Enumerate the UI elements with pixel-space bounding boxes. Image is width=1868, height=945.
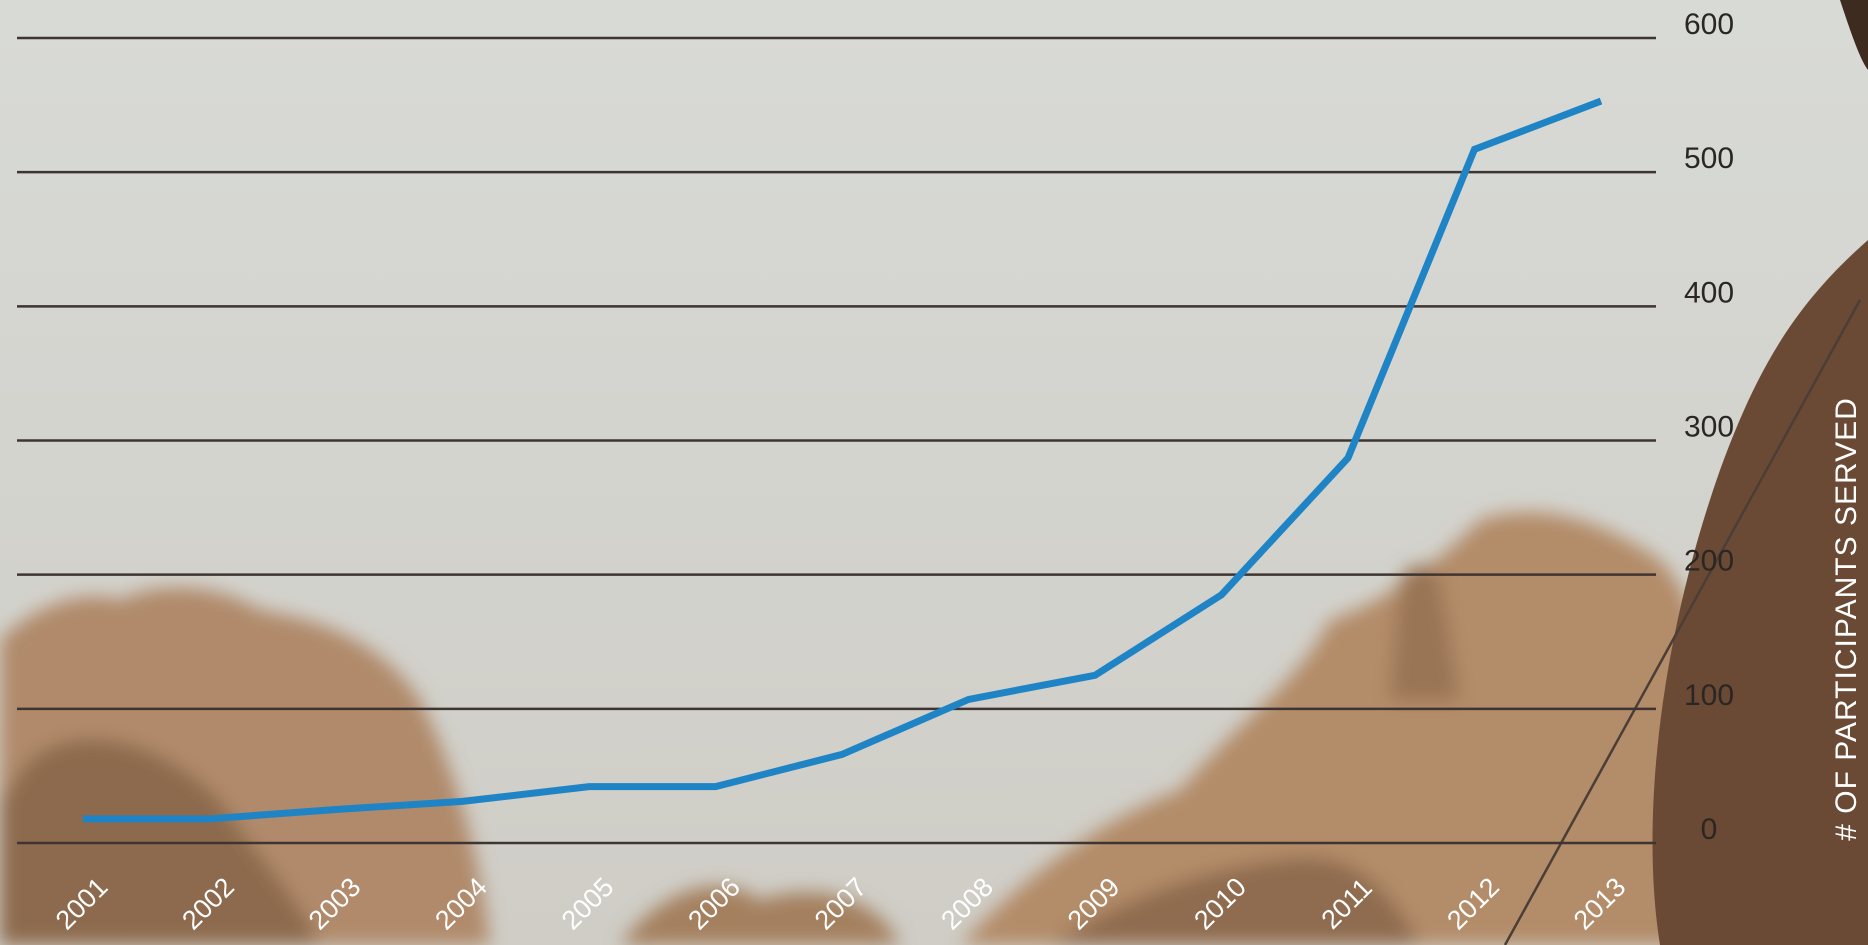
y-tick-label: 600 bbox=[1684, 8, 1734, 41]
y-tick-label: 0 bbox=[1701, 813, 1718, 846]
y-tick-label: 400 bbox=[1684, 276, 1734, 309]
y-tick-label: 100 bbox=[1684, 679, 1734, 712]
y-tick-label: 300 bbox=[1684, 410, 1734, 443]
data-line bbox=[83, 97, 1603, 823]
y-tick-label: 200 bbox=[1684, 545, 1734, 578]
y-axis-label: # OF PARTICIPANTS SERVED bbox=[1830, 397, 1863, 841]
y-tick-label: 500 bbox=[1684, 142, 1734, 175]
